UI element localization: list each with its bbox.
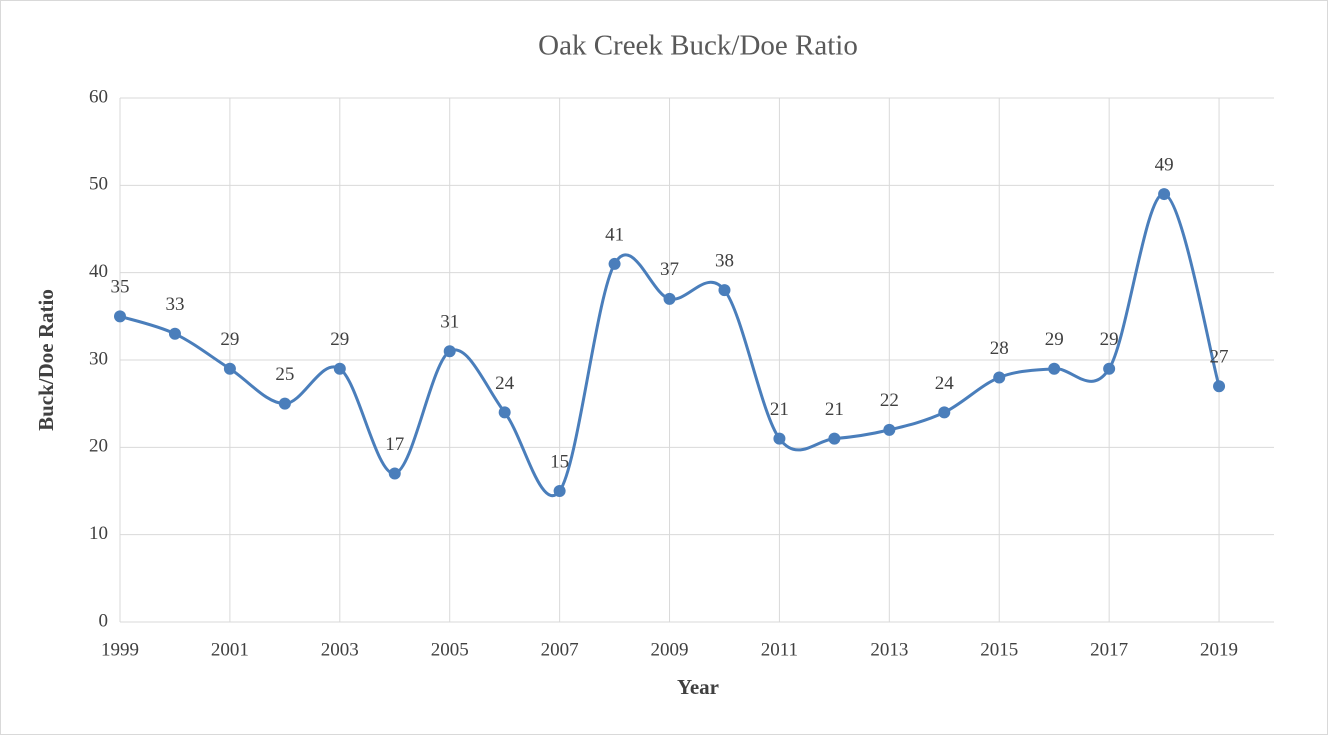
data-label: 29 [330, 329, 349, 350]
data-label: 41 [605, 224, 624, 245]
marker [1048, 362, 1061, 375]
x-tick-label: 2009 [651, 639, 689, 660]
marker [168, 327, 181, 340]
data-label: 17 [385, 434, 404, 455]
marker [443, 345, 456, 358]
marker [1103, 362, 1116, 375]
y-tick-label: 20 [89, 436, 108, 457]
marker [828, 432, 841, 445]
marker [773, 432, 786, 445]
data-label: 15 [550, 451, 569, 472]
marker [333, 362, 346, 375]
x-tick-label: 2015 [980, 639, 1018, 660]
data-label: 49 [1155, 154, 1174, 175]
y-tick-label: 30 [89, 348, 108, 369]
marker [223, 362, 236, 375]
data-label: 38 [715, 250, 734, 271]
data-label: 29 [220, 329, 239, 350]
marker [938, 406, 951, 419]
data-label: 35 [111, 277, 130, 298]
x-tick-label: 2011 [761, 639, 798, 660]
data-label: 21 [825, 399, 844, 420]
chart-title: Oak Creek Buck/Doe Ratio [538, 30, 858, 62]
y-tick-label: 0 [99, 610, 109, 631]
y-tick-label: 10 [89, 523, 108, 544]
marker [278, 397, 291, 410]
marker [498, 406, 511, 419]
data-label: 22 [880, 390, 899, 411]
data-label: 29 [1100, 329, 1119, 350]
y-axis-label: Buck/Doe Ratio [34, 289, 58, 431]
marker [608, 257, 621, 270]
marker [1213, 380, 1226, 393]
data-label: 28 [990, 338, 1009, 359]
y-tick-label: 40 [89, 261, 108, 282]
x-tick-label: 2017 [1090, 639, 1128, 660]
y-tick-label: 50 [89, 174, 108, 195]
x-tick-label: 2013 [870, 639, 908, 660]
marker [1158, 188, 1171, 201]
marker [114, 310, 126, 323]
x-tick-label: 2005 [431, 639, 469, 660]
data-label: 27 [1210, 347, 1229, 368]
x-tick-label: 2007 [541, 639, 579, 660]
marker [883, 423, 896, 436]
data-label: 31 [440, 312, 459, 333]
marker [388, 467, 401, 480]
data-label: 37 [660, 259, 679, 280]
data-label: 24 [935, 373, 955, 394]
data-label: 25 [275, 364, 294, 385]
x-axis-label: Year [677, 675, 719, 699]
marker [663, 292, 676, 305]
x-tick-label: 2019 [1200, 639, 1238, 660]
marker [553, 485, 566, 497]
marker [718, 284, 731, 297]
x-tick-label: 2003 [321, 639, 359, 660]
x-tick-label: 1999 [101, 639, 139, 660]
y-tick-label: 60 [89, 86, 108, 107]
x-tick-label: 2001 [211, 639, 249, 660]
data-label: 29 [1045, 329, 1064, 350]
data-label: 24 [495, 373, 515, 394]
data-label: 21 [770, 399, 789, 420]
data-label: 33 [165, 294, 184, 315]
marker [993, 371, 1006, 384]
